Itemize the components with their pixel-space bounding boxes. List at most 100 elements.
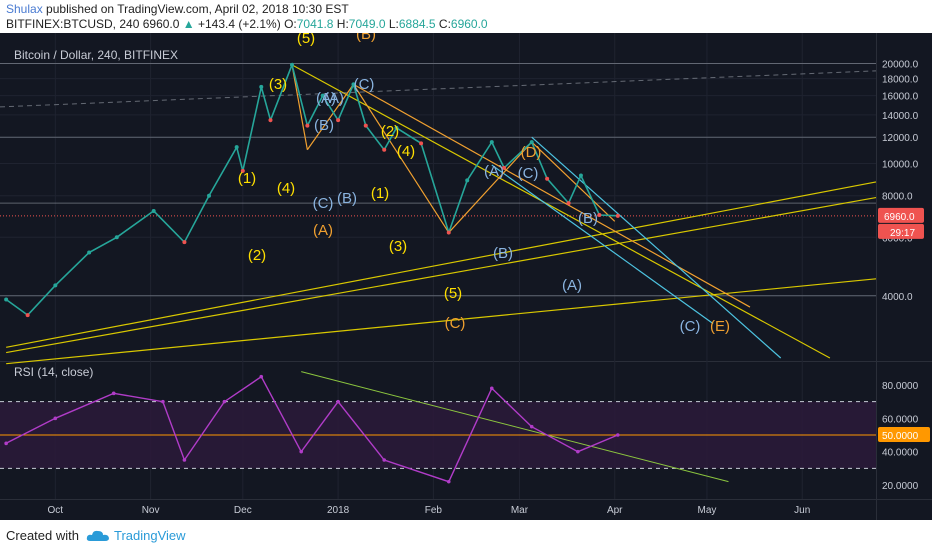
time-tick-label: Mar <box>511 505 529 516</box>
wave-label: (A) <box>316 90 336 107</box>
rsi-tick-label: 20.0000 <box>882 481 919 492</box>
rsi-point <box>616 433 620 437</box>
price-point <box>305 123 310 128</box>
price-point <box>53 283 58 288</box>
price-point <box>151 208 156 213</box>
price-point <box>290 62 294 67</box>
wave-label: (B) <box>314 117 334 134</box>
time-tick-label: Nov <box>142 505 160 516</box>
price-point <box>382 147 387 152</box>
symbol-name: BITFINEX:BTCUSD, 240 <box>6 17 140 31</box>
time-tick-label: 2018 <box>327 505 350 516</box>
rsi-point <box>53 416 58 421</box>
price-point <box>87 250 92 255</box>
low-label: L: <box>388 17 399 31</box>
price-tick-label: 14000.0 <box>882 111 919 122</box>
wave-segment <box>352 84 450 233</box>
open-value: 7041.8 <box>296 17 334 31</box>
rsi-tick-label: 60.0000 <box>882 414 919 425</box>
price-point <box>207 193 212 198</box>
price-point <box>529 140 534 145</box>
rsi-tick-label: 40.0000 <box>882 448 919 459</box>
price-point <box>502 165 507 170</box>
price-point <box>597 213 602 218</box>
rsi-badge-bg <box>878 427 930 442</box>
symbol-line: BITFINEX:BTCUSD, 240 6960.0 ▲ +143.4 (+2… <box>6 17 488 31</box>
pane-separator <box>0 361 932 362</box>
trend-line <box>6 196 877 354</box>
time-tick-label: Apr <box>607 505 623 516</box>
price-tick-label: 20000.0 <box>882 59 919 70</box>
price-point <box>114 235 119 240</box>
wave-label: (E) <box>710 318 730 335</box>
price-point <box>351 82 356 87</box>
wave-label: (C) <box>313 195 334 212</box>
time-tick-label: Dec <box>234 505 252 516</box>
wave-label: (5) <box>297 33 315 47</box>
wave-label: (B) <box>578 210 598 227</box>
wave-label: (D) <box>521 144 542 161</box>
publish-line: Shulax published on TradingView.com, Apr… <box>6 2 349 16</box>
wave-label: (C) <box>680 318 701 335</box>
countdown-badge: 29:17 <box>890 228 915 239</box>
trend-line <box>491 164 714 325</box>
up-arrow-icon: ▲ <box>182 17 195 31</box>
wave-label: (A) <box>313 222 333 239</box>
close-label: C: <box>438 17 451 31</box>
rsi-point <box>489 386 494 391</box>
price-point <box>545 176 550 181</box>
rsi-point <box>336 399 340 404</box>
trend-line <box>291 64 831 359</box>
wave-label: (4) <box>277 180 295 197</box>
rsi-point <box>299 449 304 454</box>
time-tick-label: May <box>697 505 716 516</box>
price-pane-title: Bitcoin / Dollar, 240, BITFINEX <box>14 48 178 62</box>
trend-line <box>353 83 751 308</box>
price-point <box>446 230 451 235</box>
created-with-text: Created with <box>6 528 79 543</box>
wave-segment <box>531 141 616 222</box>
rsi-point <box>382 458 387 462</box>
wave-label: (3) <box>389 238 407 255</box>
rsi-point <box>529 424 534 429</box>
price-point <box>419 141 424 146</box>
wave-label: (3) <box>269 76 287 93</box>
rsi-point <box>446 479 451 484</box>
chart-header: Shulax published on TradingView.com, Apr… <box>0 0 932 32</box>
rsi-point <box>222 399 227 404</box>
price-point <box>25 313 30 318</box>
price-tick-label: 4000.0 <box>882 292 913 303</box>
high-value: 7049.0 <box>348 17 386 31</box>
close-value: 6960.0 <box>450 17 488 31</box>
author-link[interactable]: Shulax <box>6 2 43 16</box>
price-point <box>363 123 368 128</box>
wave-label: (1) <box>371 185 389 202</box>
wave-label: (1) <box>238 170 256 187</box>
chart-svg[interactable]: (1)(2)(3)(4)(5)(A)(B)(C)(A)(B)(A)(B)(C)(… <box>0 26 932 520</box>
rsi-tick-label: 80.0000 <box>882 381 919 392</box>
price-change: +143.4 (+2.1%) <box>198 17 281 31</box>
price-badge-bg <box>878 207 924 223</box>
wave-label: (A) <box>484 163 504 180</box>
price-point <box>465 178 470 183</box>
price-tick-label: 16000.0 <box>882 92 919 103</box>
rsi-point <box>161 399 165 404</box>
rsi-badge: 50.0000 <box>882 431 919 442</box>
wave-label: (B) <box>356 33 376 43</box>
price-tick-label: 10000.0 <box>882 160 919 171</box>
price-badge: 6960.0 <box>884 212 915 223</box>
low-value: 6884.5 <box>398 17 436 31</box>
tradingview-link[interactable]: TradingView <box>114 528 186 543</box>
wave-label: (2) <box>381 123 399 140</box>
price-point <box>615 213 620 218</box>
wave-label: (A) <box>324 90 344 107</box>
price-point <box>489 140 494 145</box>
price-point <box>320 93 325 98</box>
price-point <box>4 297 9 302</box>
high-label: H: <box>336 17 349 31</box>
wave-label: (B) <box>337 190 357 207</box>
last-price: 6960.0 <box>142 17 180 31</box>
chart-area[interactable]: (1) (2) (3) (4) (5) (A) (B) (C) (A) (B) (A) (B) (C)(… <box>0 26 932 520</box>
rsi-point <box>111 391 116 396</box>
wave-segment <box>448 141 533 233</box>
